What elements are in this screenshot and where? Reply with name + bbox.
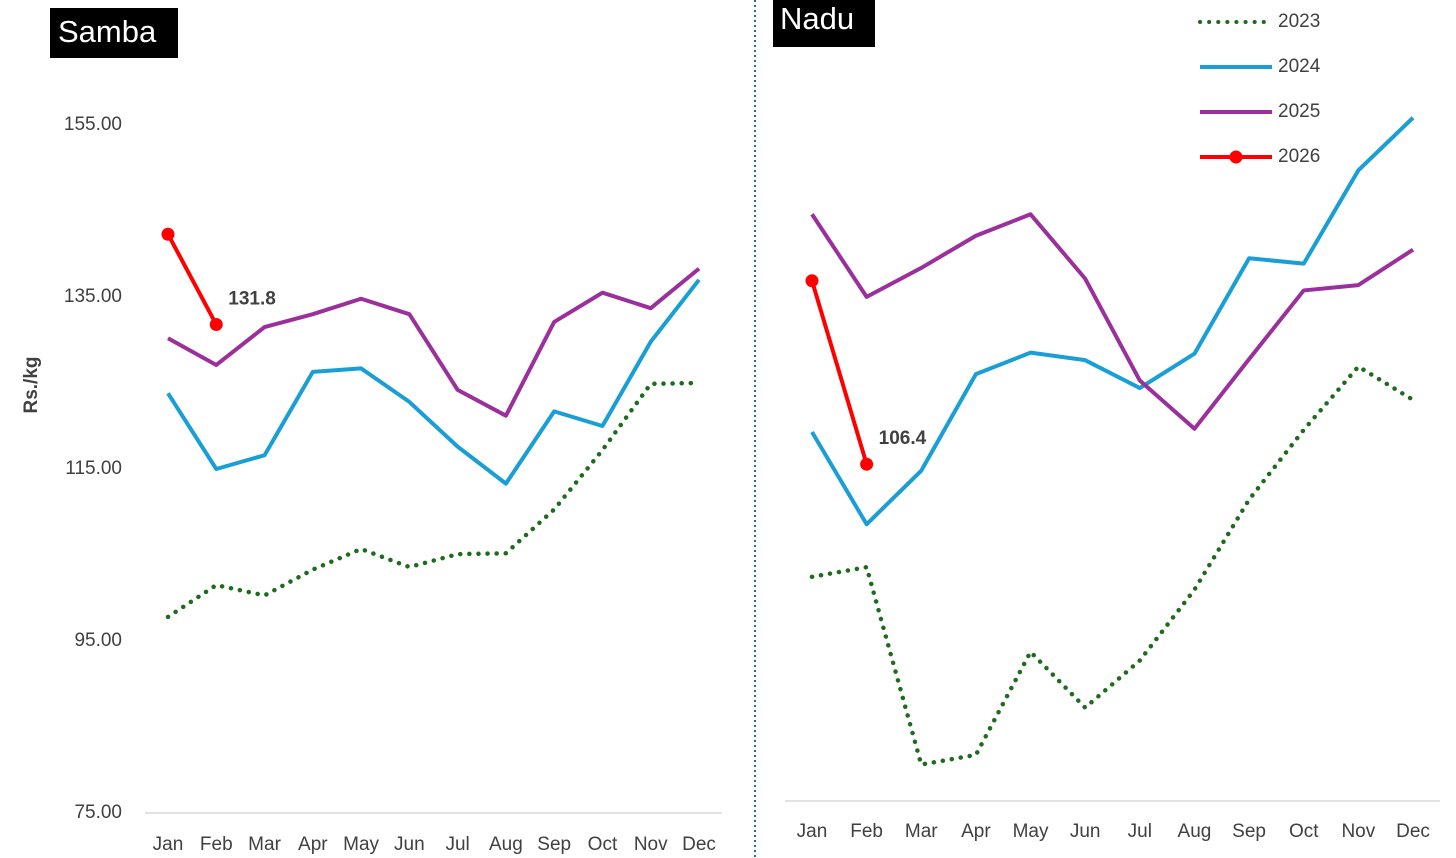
series-line [809,364,1416,767]
x-tick-label: Dec [682,834,716,855]
y-tick-label: 75.00 [74,802,122,823]
data-label: 106.4 [879,428,927,449]
y-tick-label: 155.00 [64,114,122,135]
series-line [165,380,702,620]
title-box [50,8,178,58]
x-tick-label: Jan [153,834,184,855]
x-tick-label: Jun [1070,821,1101,842]
data-label: 131.8 [228,289,276,310]
x-tick-label: Sep [1232,821,1266,842]
x-tick-label: Nov [1341,821,1375,842]
series-line [810,280,869,465]
x-tick-label: Sep [537,834,571,855]
x-tick-label: Mar [248,834,281,855]
point [860,457,874,471]
x-tick-label: Jul [445,834,469,855]
point [161,227,175,241]
x-tick-label: Aug [1178,821,1212,842]
series-line [167,267,701,418]
y-axis-title: Rs./kg [21,356,42,413]
x-tick-label: May [1013,821,1049,842]
series-line [810,116,1415,527]
title-box [773,0,875,47]
x-tick-label: Mar [905,821,938,842]
x-tick-label: Feb [850,821,883,842]
legend-label: 2023 [1278,11,1320,32]
x-tick-label: Feb [200,834,233,855]
point [209,318,223,332]
x-tick-label: Apr [961,821,991,842]
series-line [166,233,219,326]
x-tick-label: May [343,834,379,855]
series-line [166,278,701,486]
x-tick-label: Apr [298,834,328,855]
x-tick-label: Aug [489,834,523,855]
y-tick-label: 135.00 [64,286,122,307]
chart-title: Samba [58,14,157,49]
y-tick-label: 115.00 [65,458,122,479]
series-line [810,212,1415,431]
legend-label: 2025 [1278,101,1320,122]
x-tick-label: Dec [1396,821,1430,842]
chart-title: Nadu [780,1,854,36]
x-tick-label: Jul [1128,821,1152,842]
x-tick-label: Jan [797,821,828,842]
x-tick-label: Oct [1289,821,1319,842]
legend-label: 2026 [1278,146,1320,167]
point [805,274,819,288]
y-tick-label: 95.00 [74,630,122,651]
legend-marker [1229,150,1243,164]
x-tick-label: Jun [394,834,425,855]
x-tick-label: Nov [634,834,668,855]
legend-label: 2024 [1278,56,1321,77]
x-tick-label: Oct [588,834,618,855]
